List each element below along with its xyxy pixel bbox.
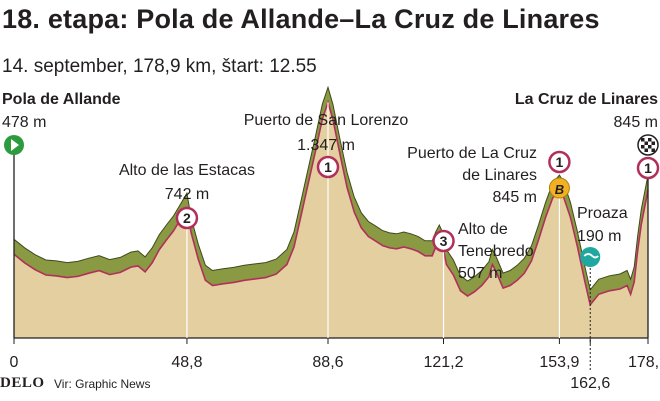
finish-flag-square xyxy=(644,148,648,152)
finish-flag-square xyxy=(644,141,648,145)
climb-elevation: 845 m xyxy=(493,189,537,206)
finish-flag-square xyxy=(648,138,652,142)
sprint-name: Proaza xyxy=(577,205,628,222)
profile-ridge-edge xyxy=(13,85,649,291)
category-badge xyxy=(316,155,340,179)
x-tick-label: 178,9 xyxy=(628,354,660,371)
sprint-elevation: 190 m xyxy=(577,228,621,245)
finish-name: La Cruz de Linares xyxy=(515,91,658,108)
finish-flag-square xyxy=(648,145,652,149)
finish-flag-square xyxy=(641,138,645,142)
climb-name: Puerto de San Lorenzo xyxy=(244,112,409,129)
climb-name: Puerto de La Cruz xyxy=(407,145,537,162)
category-badge xyxy=(548,150,571,174)
start-name: Pola de Allande xyxy=(2,91,121,108)
category-badge xyxy=(432,229,455,253)
climb-name: Alto de las Estacas xyxy=(119,162,255,179)
category-number: 2 xyxy=(183,210,191,226)
delo-logo: DELO xyxy=(0,375,45,391)
bonus-badge xyxy=(548,177,570,199)
start-play-glyph xyxy=(11,139,19,151)
category-number: 1 xyxy=(324,159,332,175)
profile-area xyxy=(14,102,648,338)
x-tick-label: 162,6 xyxy=(570,375,610,392)
climb-elevation: 1.347 m xyxy=(297,137,355,154)
source-credit: Vir: Graphic News xyxy=(54,377,151,391)
x-tick-label: 0 xyxy=(10,354,19,371)
climb-name: Tenebredo xyxy=(458,243,534,260)
climb-name: Alto de xyxy=(458,221,508,238)
category-number: 3 xyxy=(440,233,448,249)
climb-elevation: 507 m xyxy=(458,265,502,282)
x-tick-label: 121,2 xyxy=(423,354,463,371)
category-number: 1 xyxy=(644,160,652,176)
category-badge xyxy=(175,206,199,230)
sprint-icon xyxy=(580,247,601,267)
sprint-icon-stroke xyxy=(583,253,599,259)
climb-elevation: 742 m xyxy=(165,186,209,203)
x-tick-label: 88,6 xyxy=(312,354,343,371)
bonus-letter: B xyxy=(555,182,564,197)
page-title: 18. etapa: Pola de Allande–La Cruz de Li… xyxy=(2,4,600,34)
finish-flag-square xyxy=(651,141,655,145)
climb-name: de Linares xyxy=(462,167,537,184)
category-badge xyxy=(636,156,660,180)
page-subtitle: 14. september, 178,9 km, štart: 12.55 xyxy=(2,56,317,77)
finish-flag-square xyxy=(651,148,655,152)
finish-flag-square xyxy=(641,145,645,149)
finish-elevation: 845 m xyxy=(614,114,658,131)
category-number: 1 xyxy=(556,154,564,170)
x-tick-label: 153,9 xyxy=(539,354,579,371)
start-elevation: 478 m xyxy=(2,114,46,131)
x-tick-label: 48,8 xyxy=(171,354,202,371)
